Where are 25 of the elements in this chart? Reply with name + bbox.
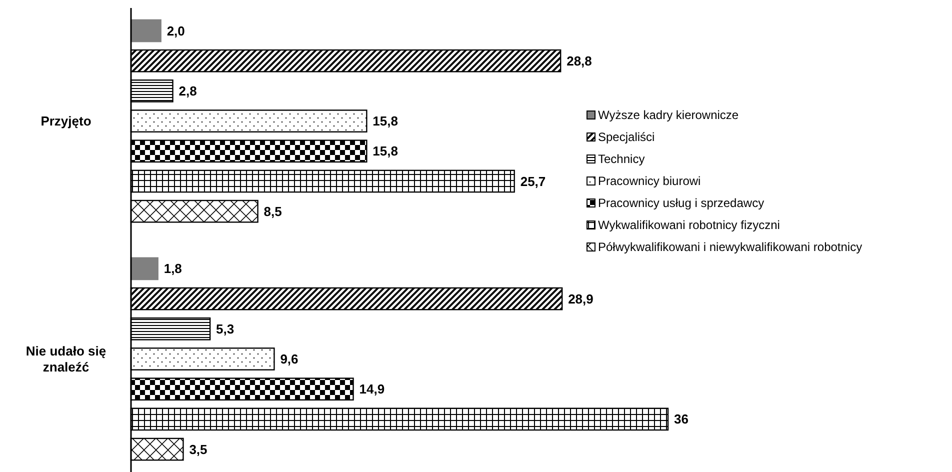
data-label: 15,8 [372,144,398,159]
legend-label: Technicy [598,152,645,166]
data-label: 25,7 [520,174,546,189]
bar [130,19,162,42]
data-label: 2,0 [166,23,185,38]
data-label: 3,5 [189,442,208,457]
data-label: 5,3 [216,321,234,336]
data-label: 14,9 [359,382,385,397]
y-tick-label: Nie udało się znaleźć [26,344,106,375]
legend-label: Specjaliści [598,130,655,144]
data-label: 2,8 [178,83,197,98]
legend-label: Wykwalifikowani robotnicy fizyczni [598,218,780,232]
data-label: 28,9 [568,291,594,306]
data-label: 8,5 [264,204,282,219]
data-label: 28,8 [566,53,592,68]
legend-label: Pracownicy usług i sprzedawcy [598,196,764,210]
legend-label: Wyższe kadry kierownicze [598,108,739,122]
legend-label: Pracownicy biurowi [598,174,701,188]
bar [130,257,158,280]
data-label: 15,8 [372,114,398,129]
data-label: 36 [674,412,688,427]
y-tick-label: Przyjęto [40,114,92,129]
data-label: 9,6 [280,352,298,367]
legend-label: Półwykwalifikowani i niewykwalifikowani robotnicy [598,240,862,254]
data-label: 1,8 [164,261,182,276]
